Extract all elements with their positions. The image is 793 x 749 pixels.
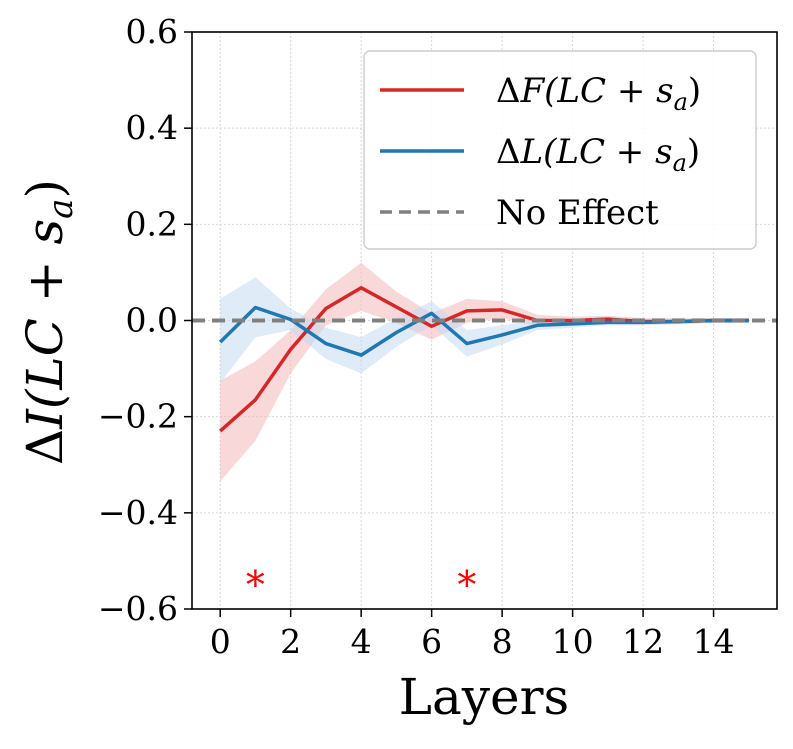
y-tick-label: −0.2 — [98, 397, 178, 436]
confidence-band-l — [220, 277, 749, 383]
x-tick-label: 0 — [210, 622, 231, 661]
significance-asterisk: * — [457, 563, 476, 607]
y-tick-label: 0.0 — [126, 301, 178, 340]
x-axis-title: Layers — [399, 668, 569, 726]
annotations: * * — [246, 563, 476, 607]
y-tick-label: −0.4 — [98, 493, 178, 532]
significance-asterisk: * — [246, 563, 265, 607]
y-axis-title: ΔI(LC + sa) — [16, 179, 81, 465]
y-tick-label: 0.6 — [126, 12, 178, 51]
legend-label-f: ΔF(LC + sa) — [496, 71, 701, 116]
y-tick-label: −0.6 — [98, 589, 178, 628]
legend-box — [363, 50, 757, 250]
legend-label-l: ΔL(LC + sa) — [496, 132, 700, 177]
legend-label-no-effect: No Effect — [496, 193, 659, 233]
ticks: 0 2 4 6 8 10 12 14 −0.6 −0.4 −0.2 0.0 0.2 0.4 0.6 — [98, 12, 735, 661]
x-tick-label: 2 — [280, 622, 301, 661]
y-tick-label: 0.2 — [126, 204, 178, 243]
confidence-bands — [220, 262, 749, 482]
x-tick-label: 14 — [693, 622, 735, 661]
y-tick-label: 0.4 — [126, 108, 178, 147]
x-tick-label: 8 — [492, 622, 513, 661]
legend: ΔF(LC + sa) ΔL(LC + sa) No Effect — [363, 50, 757, 250]
x-tick-label: 4 — [351, 622, 372, 661]
confidence-band-f — [220, 262, 749, 482]
x-tick-label: 6 — [421, 622, 442, 661]
x-tick-label: 10 — [552, 622, 594, 661]
x-tick-label: 12 — [622, 622, 664, 661]
